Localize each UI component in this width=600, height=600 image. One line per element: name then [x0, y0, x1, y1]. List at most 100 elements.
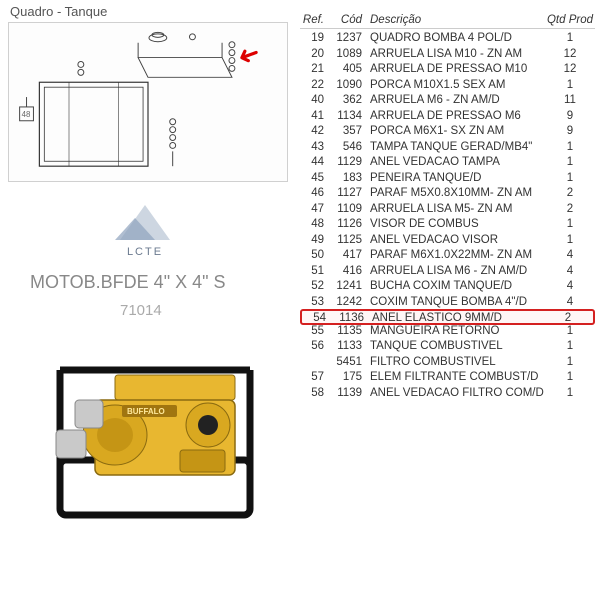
cell-desc: ANEL VEDACAO TAMPA [368, 155, 545, 171]
table-header: Ref. Cód Descrição Qtd Prod [300, 14, 595, 29]
cell-desc: ARRUELA LISA M10 - ZN AM [368, 47, 545, 63]
table-row: 57175ELEM FILTRANTE COMBUST/D1 [300, 370, 595, 386]
table-row: 51416ARRUELA LISA M6 - ZN AM/D4 [300, 264, 595, 280]
table-row: 441129ANEL VEDACAO TAMPA1 [300, 155, 595, 171]
table-row: 42357PORCA M6X1- SX ZN AM9 [300, 124, 595, 140]
table-row: 541136ANEL ELASTICO 9MM/D2 [300, 309, 595, 325]
table-row: 481126VISOR DE COMBUS1 [300, 217, 595, 233]
cell-qtd: 2 [545, 202, 595, 218]
cell-qtd: 2 [543, 311, 593, 323]
cell-desc: PORCA M10X1.5 SEX AM [368, 78, 545, 94]
parts-table: Ref. Cód Descrição Qtd Prod 191237QUADRO… [300, 14, 595, 401]
cell-desc: MANGUEIRA RETORNO [368, 324, 545, 340]
cell-ref: 49 [300, 233, 330, 249]
cell-desc: BUCHA COXIM TANQUE/D [368, 279, 545, 295]
product-code: 71014 [120, 302, 162, 319]
cell-ref: 40 [300, 93, 330, 109]
cell-cod: 1242 [330, 295, 368, 311]
table-row: 471109ARRUELA LISA M5- ZN AM2 [300, 202, 595, 218]
cell-desc: ANEL ELASTICO 9MM/D [370, 311, 543, 323]
cell-qtd: 12 [545, 62, 595, 78]
cell-cod: 546 [330, 140, 368, 156]
cell-desc: VISOR DE COMBUS [368, 217, 545, 233]
cell-desc: FILTRO COMBUSTIVEL [368, 355, 545, 371]
cell-qtd: 4 [545, 264, 595, 280]
table-row: 561133TANQUE COMBUSTIVEL1 [300, 339, 595, 355]
cell-desc: TANQUE COMBUSTIVEL [368, 339, 545, 355]
cell-desc: ARRUELA LISA M5- ZN AM [368, 202, 545, 218]
table-row: 221090PORCA M10X1.5 SEX AM1 [300, 78, 595, 94]
cell-desc: ARRUELA M6 - ZN AM/D [368, 93, 545, 109]
cell-cod: 5451 [330, 355, 368, 371]
cell-qtd: 4 [545, 279, 595, 295]
cell-ref: 54 [302, 311, 332, 323]
table-row: 40362ARRUELA M6 - ZN AM/D11 [300, 93, 595, 109]
cell-ref: 47 [300, 202, 330, 218]
cell-cod: 405 [330, 62, 368, 78]
cell-ref: 50 [300, 248, 330, 264]
cell-qtd: 1 [545, 155, 595, 171]
svg-text:BUFFALO: BUFFALO [127, 407, 165, 416]
cell-qtd: 9 [545, 124, 595, 140]
product-title: MOTOB.BFDE 4" X 4" S [30, 272, 226, 293]
table-row: 531242COXIM TANQUE BOMBA 4"/D4 [300, 295, 595, 311]
cell-ref [300, 355, 330, 371]
cell-cod: 416 [330, 264, 368, 280]
cell-cod: 1127 [330, 186, 368, 202]
cell-desc: ARRUELA LISA M6 - ZN AM/D [368, 264, 545, 280]
cell-ref: 43 [300, 140, 330, 156]
cell-desc: COXIM TANQUE BOMBA 4"/D [368, 295, 545, 311]
cell-ref: 19 [300, 31, 330, 47]
svg-text:48: 48 [22, 110, 31, 119]
cell-qtd: 2 [545, 186, 595, 202]
cell-qtd: 1 [545, 78, 595, 94]
table-row: 551135MANGUEIRA RETORNO1 [300, 324, 595, 340]
cell-cod: 1133 [330, 339, 368, 355]
cell-cod: 175 [330, 370, 368, 386]
cell-desc: ANEL VEDACAO VISOR [368, 233, 545, 249]
cell-cod: 1089 [330, 47, 368, 63]
cell-ref: 41 [300, 109, 330, 125]
cell-qtd: 4 [545, 295, 595, 311]
table-row: 521241BUCHA COXIM TANQUE/D4 [300, 279, 595, 295]
cell-cod: 1135 [330, 324, 368, 340]
table-row: 21405ARRUELA DE PRESSAO M1012 [300, 62, 595, 78]
table-row: 43546TAMPA TANQUE GERAD/MB4"1 [300, 140, 595, 156]
cell-cod: 1109 [330, 202, 368, 218]
cell-ref: 55 [300, 324, 330, 340]
product-image: BUFFALO [20, 330, 290, 540]
cell-desc: PENEIRA TANQUE/D [368, 171, 545, 187]
cell-cod: 1136 [332, 311, 370, 323]
cell-cod: 1139 [330, 386, 368, 402]
cell-ref: 44 [300, 155, 330, 171]
table-row: 45183PENEIRA TANQUE/D1 [300, 171, 595, 187]
cell-desc: PORCA M6X1- SX ZN AM [368, 124, 545, 140]
cell-qtd: 9 [545, 109, 595, 125]
table-row: 5451FILTRO COMBUSTIVEL1 [300, 355, 595, 371]
cell-ref: 46 [300, 186, 330, 202]
cell-desc: QUADRO BOMBA 4 POL/D [368, 31, 545, 47]
cell-cod: 1129 [330, 155, 368, 171]
cell-qtd: 1 [545, 386, 595, 402]
cell-ref: 51 [300, 264, 330, 280]
cell-qtd: 1 [545, 31, 595, 47]
cell-qtd: 4 [545, 248, 595, 264]
table-row: 50417PARAF M6X1.0X22MM- ZN AM4 [300, 248, 595, 264]
cell-ref: 56 [300, 339, 330, 355]
cell-ref: 42 [300, 124, 330, 140]
table-row: 411134ARRUELA DE PRESSAO M69 [300, 109, 595, 125]
cell-ref: 21 [300, 62, 330, 78]
cell-cod: 1241 [330, 279, 368, 295]
col-header-qtd: Qtd Prod [545, 14, 595, 26]
cell-cod: 183 [330, 171, 368, 187]
cell-desc: TAMPA TANQUE GERAD/MB4" [368, 140, 545, 156]
cell-qtd: 1 [545, 233, 595, 249]
cell-ref: 45 [300, 171, 330, 187]
cell-desc: PARAF M6X1.0X22MM- ZN AM [368, 248, 545, 264]
table-row: 201089ARRUELA LISA M10 - ZN AM12 [300, 47, 595, 63]
col-header-cod: Cód [330, 14, 368, 26]
cell-qtd: 1 [545, 324, 595, 340]
cell-cod: 1237 [330, 31, 368, 47]
cell-ref: 52 [300, 279, 330, 295]
cell-desc: ARRUELA DE PRESSAO M10 [368, 62, 545, 78]
